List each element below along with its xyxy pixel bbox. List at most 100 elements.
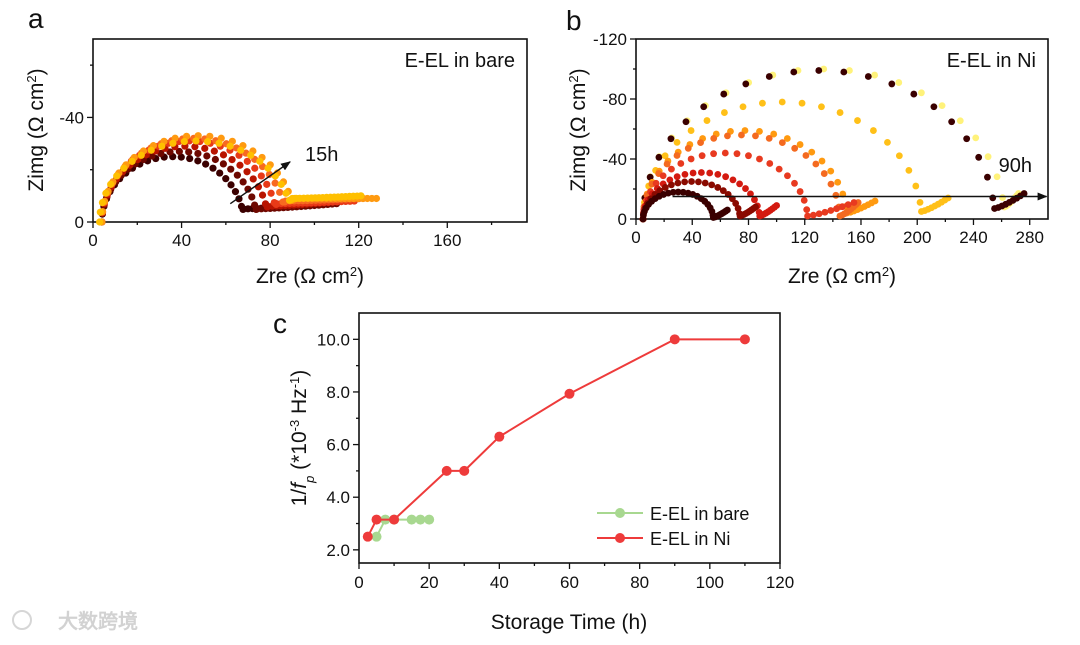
data-point — [175, 147, 183, 156]
data-point — [739, 103, 747, 111]
data-point — [836, 109, 844, 116]
data-point — [128, 157, 136, 165]
data-point — [668, 165, 675, 173]
data-point — [137, 151, 145, 159]
data-point — [113, 172, 121, 180]
data-point — [802, 152, 810, 159]
data-point — [739, 334, 750, 345]
data-point — [256, 157, 264, 165]
data-point — [948, 118, 956, 126]
watermark-logo-icon — [12, 610, 32, 630]
data-point — [993, 173, 1001, 181]
panel-label-b: b — [566, 5, 582, 36]
data-point — [107, 180, 115, 188]
data-point — [192, 137, 200, 145]
data-point — [282, 189, 290, 197]
y-tick-label: -40 — [59, 108, 84, 127]
data-point — [265, 170, 273, 179]
panel-a: a E-EL in bare 15h Zre (Ω cm2) Zimg (Ω c… — [24, 3, 528, 288]
data-point — [916, 198, 924, 206]
data-point — [371, 514, 382, 525]
data-point — [747, 190, 754, 198]
data-point — [695, 178, 702, 186]
data-point — [742, 80, 750, 88]
data-point — [251, 164, 259, 172]
data-point — [236, 161, 244, 169]
data-point — [177, 153, 185, 161]
data-point — [736, 180, 743, 188]
data-point — [389, 514, 400, 525]
data-point — [751, 196, 758, 204]
data-point — [147, 146, 155, 154]
data-point — [775, 165, 783, 173]
data-point — [719, 187, 727, 195]
data-point — [756, 155, 763, 163]
legend-marker-bare — [615, 508, 625, 518]
data-point — [688, 178, 695, 185]
data-point — [227, 165, 235, 173]
data-point — [687, 155, 695, 163]
y-tick-label: 6.0 — [326, 436, 350, 455]
data-point — [257, 172, 265, 180]
data-point — [984, 153, 992, 161]
legend: E-EL in bare E-EL in Ni — [597, 504, 749, 549]
data-point — [271, 179, 279, 187]
y-axis-label-c: 1/fp (*10-3 Hz-1) — [287, 370, 317, 507]
y-tick-label: -40 — [602, 150, 627, 169]
data-point — [494, 431, 505, 442]
data-point — [870, 127, 877, 134]
legend-label-bare: E-EL in bare — [650, 504, 749, 524]
data-point — [697, 139, 704, 146]
data-point — [918, 89, 925, 97]
y-tick-label: 10.0 — [317, 330, 350, 349]
data-point — [564, 388, 575, 399]
data-point — [884, 138, 891, 146]
data-point — [710, 135, 718, 142]
data-point — [249, 175, 257, 183]
x-tick-label: 40 — [490, 573, 509, 592]
data-point — [243, 157, 251, 165]
data-point — [697, 169, 705, 176]
data-point — [1020, 190, 1028, 197]
data-point — [227, 181, 235, 189]
data-point — [201, 144, 209, 152]
data-point — [733, 150, 741, 158]
x-tick-label: 280 — [1016, 228, 1044, 247]
chart-title-a: E-EL in bare — [405, 50, 515, 72]
data-point — [803, 206, 811, 214]
panel-c: c Storage Time (h) 1/fp (*10-3 Hz-1) E-E… — [273, 308, 794, 634]
data-point — [233, 171, 241, 179]
data-point — [247, 151, 255, 159]
data-point — [248, 193, 256, 201]
x-tick-label: 240 — [959, 228, 987, 247]
data-point — [673, 173, 681, 181]
data-point — [721, 149, 729, 157]
data-point — [888, 80, 896, 88]
data-point — [186, 154, 194, 163]
data-point — [706, 169, 714, 177]
data-point — [742, 185, 749, 192]
data-point — [185, 148, 193, 156]
data-point — [663, 160, 671, 168]
data-point — [710, 150, 717, 158]
data-point — [703, 117, 711, 124]
y-tick-label: 0 — [618, 210, 627, 229]
data-point — [752, 132, 759, 140]
data-point — [659, 172, 667, 180]
data-point — [682, 118, 690, 126]
x-tick-label: 20 — [420, 573, 439, 592]
data-point — [202, 160, 210, 168]
data-point — [765, 135, 773, 142]
data-point — [871, 71, 879, 79]
data-point — [357, 192, 365, 200]
plot-frame-a — [92, 38, 528, 223]
data-point — [362, 531, 373, 542]
data-point — [821, 208, 829, 216]
data-point — [258, 191, 267, 199]
data-point — [459, 465, 470, 476]
data-point — [669, 188, 677, 196]
panel-label-a: a — [28, 3, 44, 34]
data-point — [700, 103, 708, 111]
data-point — [219, 160, 227, 168]
